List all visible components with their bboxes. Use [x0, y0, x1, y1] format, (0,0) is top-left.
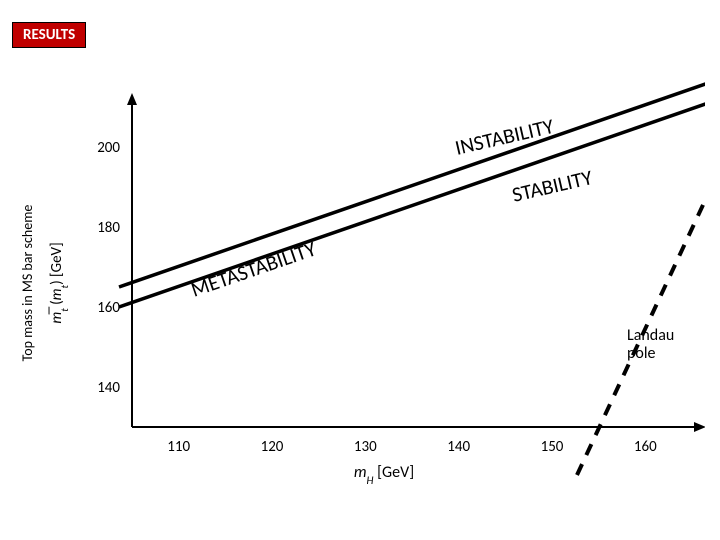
svg-text:180: 180	[97, 219, 120, 237]
svg-text:200: 200	[97, 139, 120, 157]
svg-text:160: 160	[634, 438, 657, 456]
stability-label: STABILITY	[510, 164, 596, 208]
svg-text:Top mass in MS bar scheme: Top mass in MS bar scheme	[19, 205, 36, 362]
chart-svg: 110 120 130 140 150 160 140 160 180 200 mH [GeV] To…	[17, 75, 705, 490]
svg-text:m̅t (mt) [GeV]: m̅t (mt) [GeV]	[48, 242, 71, 323]
svg-text:160: 160	[97, 299, 120, 317]
svg-text:140: 140	[447, 438, 470, 456]
metastability-label: METASTABILITY	[187, 235, 320, 302]
results-badge: RESULTS	[12, 22, 86, 48]
svg-text:mH [GeV]: mH [GeV]	[354, 463, 414, 488]
svg-text:110: 110	[167, 438, 190, 456]
svg-text:150: 150	[541, 438, 564, 456]
phase-diagram-chart: 110 120 130 140 150 160 140 160 180 200 mH [GeV] To…	[17, 75, 705, 490]
results-badge-text: RESULTS	[23, 26, 75, 44]
svg-text:130: 130	[354, 438, 377, 456]
landau-label: Landau	[627, 326, 674, 345]
landau-label: pole	[627, 344, 656, 363]
svg-text:120: 120	[261, 438, 284, 456]
instability-upper	[119, 80, 705, 287]
svg-text:140: 140	[97, 379, 120, 397]
landau-pole	[577, 175, 705, 475]
